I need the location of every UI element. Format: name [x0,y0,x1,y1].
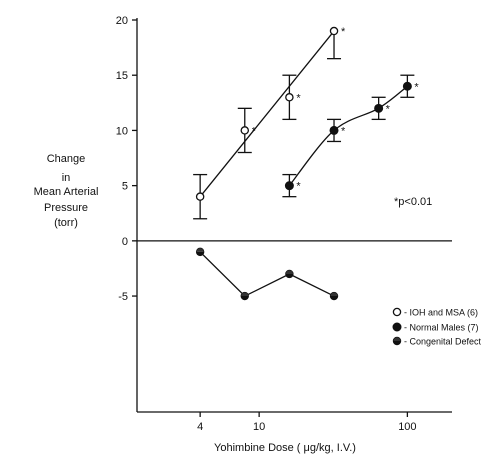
marker-fill-top [285,270,293,274]
data-point-series-3 [285,269,294,279]
data-point-series-2 [284,181,294,191]
data-point-series-1 [285,93,294,102]
y-tick-label: 5 [122,181,128,193]
x-axis-label: Yohimbine Dose ( μg/kg, I.V.) [214,442,356,454]
legend: - IOH and MSA (6) - Normal Males (7) - C… [392,307,482,347]
data-point-series-2 [329,125,339,135]
y-axis-label: Change in Mean Arterial Pressure (torr) [34,153,99,229]
axis-ticks: 20 15 10 5 0 -5 4 10 100 [116,15,417,433]
y-axis-label-line: Change [47,153,86,165]
x-tick-label: 100 [398,421,416,433]
legend-marker-series-2 [392,322,402,332]
data-points [195,26,412,301]
significance-markers: * * * * * * * [252,26,420,193]
significance-marker: * [296,181,301,193]
legend-label-series-3: - Congenital Defect [404,337,482,347]
y-tick-label: 15 [116,70,128,82]
legend-label-series-2: - Normal Males (7) [404,323,479,333]
fit-curve-series-2 [288,85,408,187]
marker-fill-top [196,248,204,252]
legend-marker-series-1 [392,307,402,317]
y-axis-label-line: (torr) [54,217,78,229]
significance-marker: * [414,81,419,93]
legend-marker-series-3 [392,336,402,346]
significance-marker: * [296,92,301,104]
y-tick-label: -5 [118,291,128,303]
error-bars [193,31,415,220]
y-tick-label: 20 [116,15,128,27]
x-tick-label: 4 [197,421,203,433]
fit-line-series-1 [199,30,335,198]
marker-fill-top [241,292,249,297]
marker-fill [330,296,338,300]
data-point-series-2 [374,103,384,113]
significance-marker: * [341,125,346,137]
marker-fill [196,251,204,256]
data-point-series-3 [195,247,205,257]
marker-fill [285,273,293,278]
polyline-series-3 [199,251,335,297]
marker-fill-top [393,337,401,341]
y-tick-label: 10 [116,125,128,137]
data-point-series-1 [195,192,205,201]
data-point-series-3 [329,291,339,301]
y-axis-label-line: Mean Arterial [34,186,99,198]
data-point-series-2 [402,81,412,91]
significance-marker: * [386,103,391,115]
y-axis-label-line: Pressure [44,202,88,214]
significance-marker: * [252,125,257,137]
significance-note: *p<0.01 [394,196,432,208]
fit-lines [199,30,408,297]
significance-marker: * [341,26,346,38]
marker-fill [393,341,401,345]
marker-fill [241,296,249,300]
marker-fill-top [330,292,338,297]
data-point-series-1 [329,26,339,36]
y-tick-label: 0 [122,236,128,248]
axes [136,18,452,413]
y-axis-label-line: in [62,172,71,184]
data-point-series-1 [240,126,250,135]
legend-label-series-1: - IOH and MSA (6) [404,308,478,318]
data-point-series-3 [240,291,249,301]
x-tick-label: 10 [253,421,265,433]
